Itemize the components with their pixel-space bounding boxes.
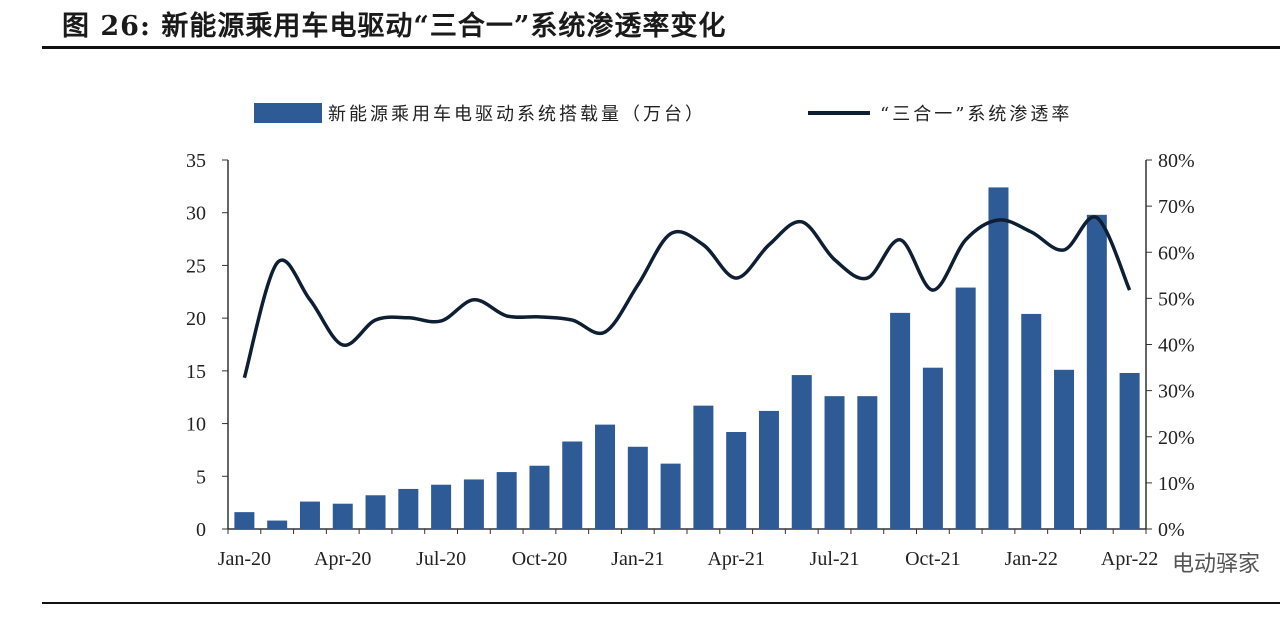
right-tick-label: 60% [1158, 242, 1195, 264]
bar-Mar-22 [1086, 214, 1107, 529]
x-tick-label: Jul-21 [810, 548, 860, 570]
left-tick-label: 30 [186, 203, 206, 225]
bar-Nov-20 [562, 441, 583, 529]
bar-Feb-20 [267, 520, 288, 529]
bar-Mar-20 [299, 501, 320, 529]
left-tick-label: 15 [186, 361, 206, 383]
left-tick-label: 20 [186, 308, 206, 330]
x-tick-label: Jul-20 [416, 548, 466, 570]
bar-Jan-22 [1021, 313, 1042, 529]
x-tick-label: Apr-21 [707, 548, 764, 570]
right-tick-label: 70% [1158, 196, 1195, 218]
left-tick-label: 0 [196, 519, 206, 541]
right-tick-label: 30% [1158, 381, 1195, 403]
bar-Aug-21 [857, 396, 878, 529]
bar-Apr-22 [1119, 372, 1140, 529]
bar-Apr-21 [726, 432, 747, 529]
legend: 新能源乘用车电驱动系统搭载量（万台） “三合一”系统渗透率 [254, 103, 1072, 125]
right-tick-label: 80% [1158, 150, 1195, 172]
x-tick-label: Oct-20 [512, 548, 568, 570]
bar-Jul-20 [431, 484, 452, 529]
bar-Jan-21 [627, 446, 648, 529]
watermark: 电动驿家 [1172, 552, 1261, 577]
left-tick-label: 25 [186, 255, 206, 277]
bar-Feb-21 [660, 463, 681, 529]
bottom-rule [42, 602, 1280, 604]
top-rule [42, 46, 1280, 49]
bar-Oct-20 [529, 465, 550, 529]
right-tick-label: 50% [1158, 288, 1195, 310]
bar-Mar-21 [693, 405, 714, 529]
left-tick-label: 35 [186, 150, 206, 172]
x-tick-label: Oct-21 [905, 548, 961, 570]
bar-Aug-20 [463, 479, 484, 529]
bar-Sep-20 [496, 472, 517, 529]
bar-Jun-20 [398, 488, 419, 529]
x-tick-label: Jan-21 [611, 548, 664, 570]
bar-May-21 [758, 410, 779, 529]
bar-Nov-21 [955, 287, 976, 529]
legend-bar-swatch [254, 103, 322, 123]
bar-Feb-22 [1054, 369, 1075, 529]
bar-Dec-20 [595, 424, 616, 529]
right-tick-label: 40% [1158, 335, 1195, 357]
legend-bar-label: 新能源乘用车电驱动系统搭载量（万台） [328, 104, 706, 125]
left-tick-label: 5 [196, 466, 206, 488]
figure-title: 图 26: 新能源乘用车电驱动“三合一”系统渗透率变化 [62, 11, 727, 42]
bar-Dec-21 [988, 187, 1009, 529]
bar-Apr-20 [332, 503, 353, 529]
x-tick-label: Jan-22 [1005, 548, 1058, 570]
right-tick-label: 10% [1158, 473, 1195, 495]
left-tick-label: 10 [186, 414, 206, 436]
bar-Sep-21 [890, 312, 911, 529]
x-tick-label: Jan-20 [218, 548, 271, 570]
right-tick-label: 20% [1158, 427, 1195, 449]
bar-Jul-21 [824, 396, 845, 529]
x-tick-label: Apr-22 [1101, 548, 1158, 570]
bar-Oct-21 [922, 367, 943, 529]
bar-Jun-21 [791, 375, 812, 529]
right-tick-label: 0% [1158, 519, 1185, 541]
penetration-rate-line [242, 215, 1132, 379]
legend-line-label: “三合一”系统渗透率 [880, 104, 1072, 125]
bar-May-20 [365, 495, 386, 529]
x-tick-label: Apr-20 [314, 548, 371, 570]
bar-Jan-20 [234, 512, 255, 529]
